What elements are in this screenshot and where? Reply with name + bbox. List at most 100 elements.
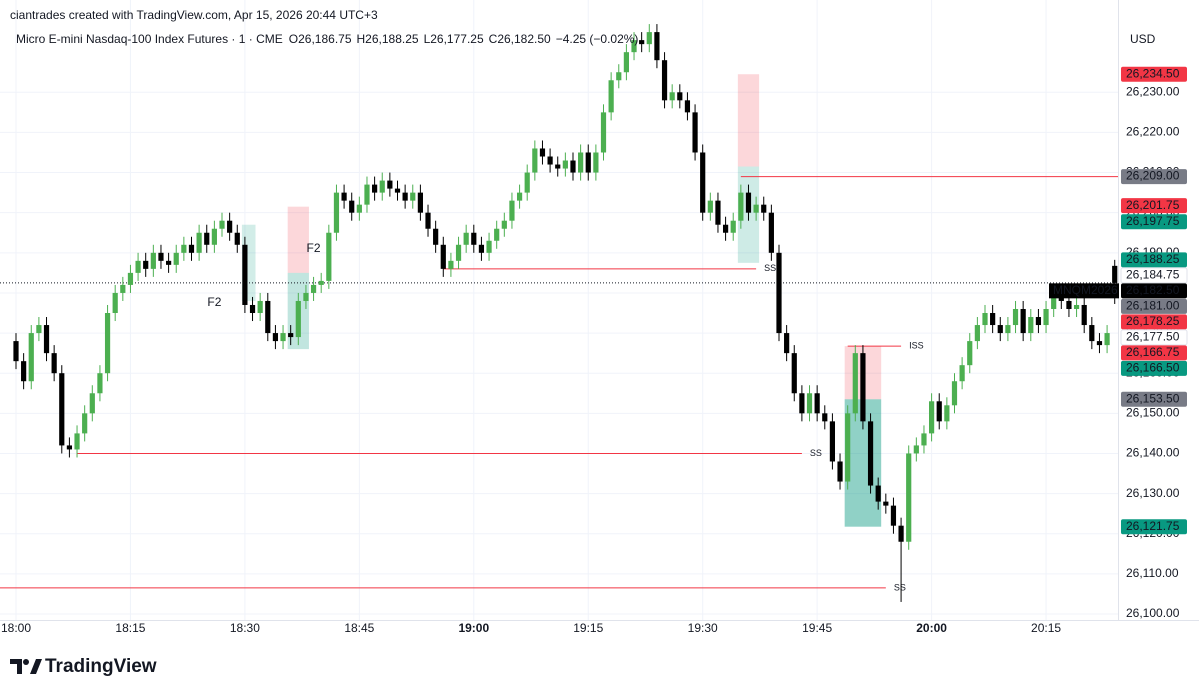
candle-body (303, 292, 309, 301)
candle-body (539, 148, 546, 157)
candle-body (494, 228, 500, 241)
candle-body (150, 252, 156, 269)
candle-body (188, 244, 195, 253)
price-label-bg (1121, 519, 1187, 535)
candle-body (867, 421, 874, 486)
price-label-bg (1120, 329, 1188, 346)
candle-body (1066, 300, 1072, 309)
price-label-bg (1121, 252, 1187, 268)
candle-body (707, 200, 713, 213)
symbol-label: MNQM2026 (1053, 283, 1118, 297)
candle-body (1028, 317, 1034, 334)
y-tick-label: 26,230.00 (1126, 84, 1180, 98)
price-label-bg (1121, 214, 1187, 230)
candle-body (1020, 308, 1026, 334)
x-tick-label: 19:00 (458, 621, 489, 635)
legend-item: L (424, 32, 431, 46)
candle-body (921, 433, 927, 446)
candle-body (288, 333, 294, 338)
candle-body (875, 485, 881, 502)
candle-body (1096, 341, 1103, 346)
candle-body (417, 192, 423, 213)
price-label: 26,181.00 (1126, 299, 1180, 313)
candle-body (341, 192, 347, 201)
candle-body (967, 341, 973, 366)
price-label-bg (1121, 360, 1187, 376)
candle-body (761, 204, 767, 213)
candle-body (822, 413, 828, 422)
price-label: 26,153.50 (1126, 391, 1180, 405)
x-tick-label: 19:15 (573, 621, 603, 635)
candle-body (463, 232, 469, 245)
candle-body (387, 180, 393, 189)
candle-body (394, 188, 401, 193)
logo-icon (10, 659, 22, 674)
candle-body (280, 333, 286, 342)
price-label: 26,197.75 (1126, 214, 1180, 228)
candle-body (547, 156, 553, 165)
candle-body (974, 325, 980, 342)
candle-body (28, 333, 34, 382)
candle-body (333, 192, 340, 233)
candle-body (181, 244, 187, 253)
candle-body (898, 525, 904, 542)
candle-body (562, 160, 568, 169)
candle-body (936, 401, 942, 422)
candle-body (799, 393, 805, 414)
candle-body (692, 112, 698, 153)
y-tick-label: 26,150.00 (1126, 406, 1180, 420)
price-label: 26,184.75 (1126, 268, 1180, 282)
x-tick-label: 19:30 (688, 621, 718, 635)
candle-body (982, 313, 988, 326)
legend-item: −4.25 (−0.02%) (556, 32, 639, 46)
candle-body (272, 333, 279, 342)
legend-item: 26,182.50 (497, 32, 551, 46)
symbol-legend: Micro E-mini Nasdaq-100 Index Futures · … (16, 32, 638, 46)
candle-body (1035, 317, 1042, 326)
level-label: SS (810, 448, 822, 458)
candle-body (1089, 325, 1095, 342)
candle-body (913, 445, 919, 454)
candle-body (593, 152, 599, 173)
zone (287, 206, 309, 273)
candle-body (944, 405, 950, 422)
y-tick-label: 26,140.00 (1126, 446, 1180, 460)
candle-body (791, 353, 797, 394)
candle-body (211, 228, 217, 245)
candle-body (135, 260, 141, 273)
x-tick-label: 18:45 (344, 621, 374, 635)
candle-body (158, 252, 164, 261)
candle-body (578, 152, 584, 173)
candle-body (66, 445, 73, 450)
price-label: 26,166.75 (1126, 345, 1180, 359)
price-label-bg (1121, 66, 1187, 82)
annotation: F2 (207, 295, 221, 309)
candle-body (616, 72, 622, 81)
price-label-bg (1121, 345, 1187, 361)
candle-body (349, 200, 355, 213)
candle-body (555, 164, 561, 169)
candle-body (89, 393, 95, 414)
candle-body (318, 280, 324, 285)
logo-icon (30, 659, 42, 674)
candle-body (608, 80, 614, 113)
legend-item: O (289, 32, 298, 46)
candle-body (883, 501, 889, 506)
candle-body (730, 220, 736, 233)
candle-body (661, 60, 668, 101)
candle-body (959, 365, 965, 382)
y-tick-label: 26,110.00 (1126, 566, 1179, 580)
candle-body (173, 252, 179, 265)
candle-body (852, 353, 858, 414)
candle-body (684, 100, 691, 113)
candle-body (1043, 308, 1049, 326)
candle-body (1051, 292, 1057, 309)
price-label: 26,166.50 (1126, 361, 1180, 375)
candle-body (715, 200, 721, 225)
candle-body (509, 200, 515, 221)
candle-body (1112, 265, 1118, 283)
candle-body (234, 232, 240, 245)
legend-item: Micro E-mini Nasdaq-100 Index Futures · … (16, 32, 283, 46)
price-label: 26,234.50 (1126, 66, 1180, 80)
